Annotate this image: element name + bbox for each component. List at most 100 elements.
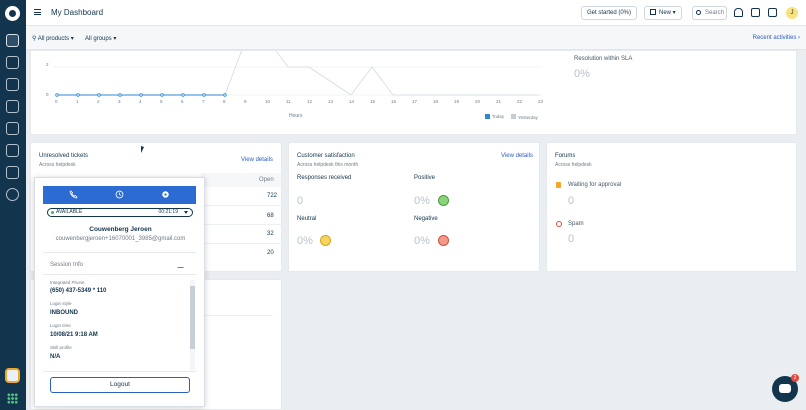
x-tick-label: 0 [55,99,58,104]
open-count-cell[interactable]: 20 [267,250,274,256]
phone-icon[interactable] [69,190,78,199]
legend-yesterday[interactable]: Yesterday [518,115,538,120]
open-column-header: Open [259,177,274,183]
forums-title: Forums [555,153,576,159]
data-point-today[interactable] [160,93,164,97]
settings-gear-icon[interactable] [161,190,170,199]
field-value: N/A [50,354,61,360]
sla-label: Resolution within SLA [574,56,633,62]
field-value: 10/08/21 9:18 AM [50,332,98,338]
logout-button[interactable]: Logout [50,377,190,393]
positive-label: Positive [414,175,436,181]
chat-launcher-button[interactable]: 2 [772,374,799,402]
left-nav-rail [0,0,26,410]
csat-view-details-link[interactable]: View details [501,153,533,159]
waiting-approval-label: Waiting for approval [568,182,622,188]
chat-unread-badge: 2 [791,374,799,382]
user-avatar[interactable]: J [786,7,798,19]
x-tick-label: 17 [412,99,418,104]
settings-gear-icon[interactable] [6,188,19,201]
products-filter-label: All products [37,36,70,42]
groups-icon[interactable] [6,144,19,157]
positive-value: 0% [414,195,430,207]
customer-satisfaction-card: Customer satisfaction Across helpdesk th… [288,142,540,272]
csat-subtitle: Across helpdesk this month [297,162,359,168]
session-info-scrollbar[interactable] [190,280,195,370]
field-label: Integrated Phone [50,280,85,285]
data-point-today[interactable] [139,93,143,97]
tickets-icon[interactable] [6,56,19,69]
chat-bubble-icon [779,384,791,393]
dashboard-icon[interactable] [6,34,19,47]
waiting-approval-value: 0 [568,195,575,207]
x-tick-label: 3 [118,99,121,104]
x-tick-label: 20 [475,99,481,104]
data-point-today[interactable] [55,93,59,97]
x-tick-label: 4 [139,99,142,104]
hourglass-icon [556,182,561,188]
get-started-button[interactable]: Get started (0%) [581,6,638,20]
data-point-today[interactable] [97,93,101,97]
field-label: Login time [50,323,71,328]
field-value: (650) 437-5349 * 110 [50,288,107,294]
open-count-cell[interactable]: 722 [267,193,278,199]
row-divider [201,315,273,316]
reports-icon[interactable] [6,166,19,179]
forums-icon[interactable] [6,122,19,135]
row-divider [201,224,281,225]
x-tick-label: 18 [433,99,439,104]
data-point-today[interactable] [181,93,185,97]
x-tick-label: 16 [391,99,397,104]
notifications-bell-icon[interactable] [734,8,743,17]
plus-square-icon [650,9,656,15]
spam-block-icon [556,221,562,227]
legend-today[interactable]: Today [492,114,505,119]
status-dropdown[interactable]: AVAILABLE 00:21:19 [47,208,193,217]
menu-icon[interactable] [34,9,41,15]
sla-value: 0% [574,68,590,80]
data-point-today[interactable] [202,93,206,97]
unresolved-view-details-link[interactable]: View details [241,157,273,163]
divider [43,274,196,275]
ticket-trends-card: 2 0 0 1 2 3 4 5 6 7 8 9 10 11 12 13 14 15 16 17 18 19 20 21 22… [30,50,797,135]
calendar-icon[interactable] [768,8,777,17]
new-button-label: New [659,10,672,16]
gift-icon[interactable] [751,8,760,17]
products-filter[interactable]: ⚲ All products ▾ [32,35,74,42]
solutions-icon[interactable] [6,100,19,113]
neutral-value: 0% [297,235,313,247]
data-point-today[interactable] [76,93,80,97]
x-tick-label: 11 [286,99,291,104]
scrollbar-thumb[interactable] [190,286,195,349]
new-button[interactable]: New ▾ [644,6,682,20]
table-header [201,173,281,187]
responses-value: 0 [297,195,304,207]
data-point-today[interactable] [223,93,227,97]
x-tick-label: 6 [181,99,184,104]
series-line-yesterday [57,51,540,96]
spam-label: Spam [568,221,584,227]
open-count-cell[interactable]: 68 [267,213,274,219]
history-clock-icon[interactable] [115,190,124,199]
phone-widget-tabs [43,186,196,204]
recent-activities-link[interactable]: Recent activities › [753,35,800,41]
page-title: My Dashboard [51,8,104,17]
open-count-cell[interactable]: 32 [267,231,274,237]
x-tick-label: 5 [160,99,163,104]
chevron-down-icon: ▾ [671,10,676,16]
field-label: Skill profile [50,345,72,350]
phone-widget-icon[interactable] [5,368,20,383]
freshdesk-logo-icon[interactable] [5,6,20,21]
groups-filter[interactable]: All groups ▾ [85,35,116,42]
data-point-today[interactable] [118,93,122,97]
agent-email: couwenbergjeroen+16070001_3985@gmail.com [55,236,186,242]
legend-yesterday-swatch [511,114,516,119]
search-input[interactable]: Search [692,6,727,20]
contacts-icon[interactable] [6,78,19,91]
edit-pencil-icon[interactable] [177,262,187,268]
recent-activities-label: Recent activities [752,35,797,41]
legend-today-swatch [485,114,490,119]
row-divider [201,205,281,206]
apps-grid-icon[interactable] [7,393,18,404]
y-tick-label: 0 [46,92,49,97]
